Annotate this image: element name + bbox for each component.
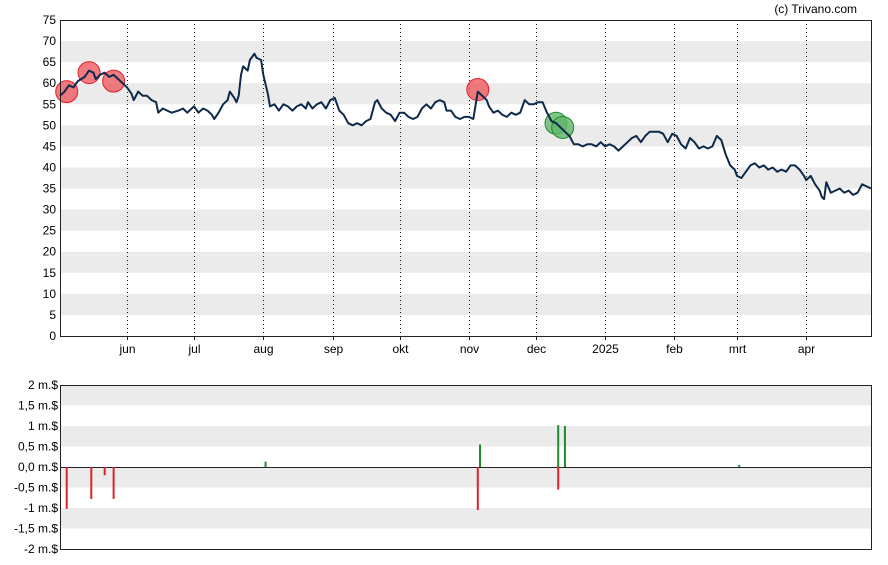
x-tick-label: aug <box>253 342 273 356</box>
sell-volume-bar <box>90 467 93 499</box>
x-tick-label: dec <box>527 342 546 356</box>
x-tick-label: jul <box>187 342 200 356</box>
price-y-tick-label: 15 <box>43 266 57 280</box>
price-line <box>59 52 872 201</box>
volume-grid-band <box>60 467 871 488</box>
price-y-tick-label: 10 <box>43 287 57 301</box>
volume-y-axis-ticks: -2 m.$ -1,5 m.$ -1 m.$ -0,5 m.$ 0,0 m.$ 0,5 m… <box>14 378 58 556</box>
trade-markers <box>55 61 575 139</box>
price-grid-band <box>60 293 871 315</box>
volume-grid-band <box>60 385 871 406</box>
price-grid-band <box>60 83 871 105</box>
price-grid-band <box>60 251 871 273</box>
price-x-axis-ticks: jun jul aug sep okt nov dec 2025 feb mrt apr <box>118 336 815 356</box>
x-tick-label: sep <box>324 342 344 356</box>
x-tick-label: jun <box>118 342 135 356</box>
volume-grid-band <box>60 426 871 447</box>
price-y-tick-label: 35 <box>43 182 57 196</box>
volume-grid-bands <box>60 385 871 529</box>
buy-volume-bar <box>563 426 566 467</box>
x-tick-label: feb <box>666 342 683 356</box>
price-y-tick-label: 50 <box>43 118 57 132</box>
price-y-tick-label: 60 <box>43 76 57 90</box>
price-grid-bands <box>60 41 871 315</box>
price-y-tick-label: 45 <box>43 139 57 153</box>
price-grid-band <box>60 209 871 231</box>
volume-y-tick-label: -0,5 m.$ <box>14 481 58 495</box>
volume-y-tick-label: 1,5 m.$ <box>18 399 58 413</box>
x-tick-label: mrt <box>729 342 747 356</box>
price-y-tick-label: 0 <box>49 329 56 343</box>
price-grid-band <box>60 167 871 189</box>
price-y-tick-label: 55 <box>43 97 57 111</box>
price-y-tick-label: 25 <box>43 224 57 238</box>
volume-bars <box>65 425 741 511</box>
price-panel-frame <box>60 20 872 337</box>
source-credit: (c) Trivano.com <box>774 2 857 16</box>
volume-panel-frame <box>60 385 872 550</box>
price-y-tick-label: 65 <box>43 55 57 69</box>
volume-y-tick-label: 0,5 m.$ <box>18 440 58 454</box>
price-y-tick-label: 20 <box>43 245 57 259</box>
sell-marker <box>77 61 101 85</box>
volume-y-tick-label: 1 m.$ <box>28 419 58 433</box>
price-y-tick-label: 75 <box>43 13 57 27</box>
volume-grid-band <box>60 508 871 529</box>
buy-volume-bar <box>738 464 741 467</box>
sell-volume-bar <box>103 467 106 476</box>
x-tick-label: apr <box>798 342 815 356</box>
x-tick-label: 2025 <box>592 342 619 356</box>
sell-volume-bar <box>557 467 560 490</box>
price-grid-band <box>60 125 871 147</box>
buy-volume-bar <box>557 425 560 467</box>
sell-volume-bar <box>112 467 115 499</box>
price-grid-band <box>60 41 871 63</box>
sell-volume-bar <box>476 467 479 511</box>
price-y-tick-label: 40 <box>43 160 57 174</box>
sell-volume-bar <box>65 467 68 509</box>
buy-volume-bar <box>479 444 482 467</box>
volume-y-tick-label: 0,0 m.$ <box>18 460 58 474</box>
x-tick-label: okt <box>392 342 409 356</box>
sell-marker <box>55 80 79 104</box>
sell-marker <box>466 78 490 102</box>
buy-volume-bar <box>264 461 267 467</box>
volume-y-tick-label: -1,5 m.$ <box>14 522 58 536</box>
volume-y-tick-label: -1 m.$ <box>24 501 58 515</box>
volume-panel: -2 m.$ -1,5 m.$ -1 m.$ -0,5 m.$ 0,0 m.$ 0,5 m… <box>14 378 872 556</box>
volume-y-tick-label: 2 m.$ <box>28 378 58 392</box>
volume-y-tick-label: -2 m.$ <box>24 542 58 556</box>
price-y-axis-ticks: 0 5 10 15 20 25 30 35 40 45 50 55 60 65 70 75 <box>43 13 57 343</box>
x-tick-label: nov <box>460 342 479 356</box>
price-y-tick-label: 5 <box>49 308 56 322</box>
price-y-tick-label: 30 <box>43 203 57 217</box>
price-y-tick-label: 70 <box>43 34 57 48</box>
buy-marker <box>551 115 575 139</box>
